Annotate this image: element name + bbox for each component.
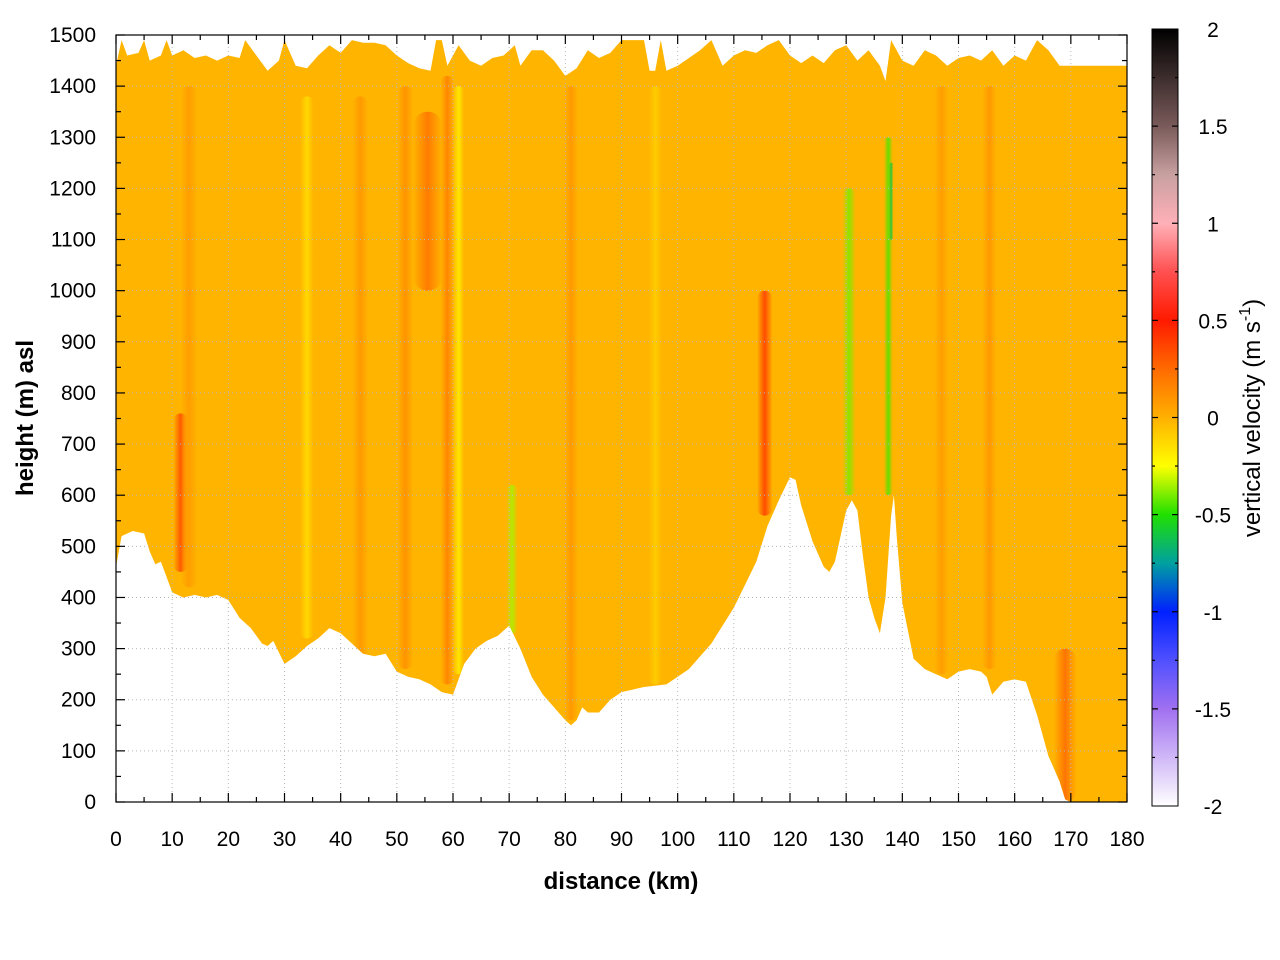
velocity-feature: [756, 290, 773, 516]
x-tick-label: 70: [497, 828, 520, 851]
y-tick-label: 800: [61, 382, 96, 405]
colorbar-title-sup: -1: [1237, 307, 1254, 321]
colorbar-title-main: vertical velocity (m s: [1239, 321, 1266, 537]
colorbar-tick-label: 2: [1207, 19, 1219, 42]
velocity-feature: [934, 86, 949, 675]
velocity-feature: [982, 86, 997, 670]
colorbar-tick-label: 0.5: [1198, 310, 1227, 333]
y-tick-label: 1500: [49, 24, 96, 47]
colorbar-tick-label: -2: [1204, 796, 1223, 819]
velocity-feature: [397, 86, 414, 670]
velocity-feature: [648, 86, 662, 685]
colorbar-tick-label: 1: [1207, 213, 1219, 236]
y-tick-label: 700: [61, 433, 96, 456]
y-axis-ticks: 0 100 200 300 400 500 600 700 800 900 1000 1100 1200…: [49, 24, 1127, 814]
y-tick-label: 400: [61, 586, 96, 609]
x-tick-label: 50: [385, 828, 408, 851]
y-tick-label: 1100: [51, 229, 96, 252]
colorbar-title: vertical velocity (m s-1): [1237, 299, 1266, 537]
plot-area: [116, 40, 1127, 802]
x-tick-label: 10: [160, 828, 183, 851]
y-tick-label: 300: [61, 638, 96, 661]
grid-lines: [116, 35, 1127, 802]
x-tick-label: 140: [885, 828, 920, 851]
velocity-feature: [506, 485, 518, 634]
y-tick-label: 200: [61, 689, 96, 712]
x-tick-label: 0: [110, 828, 122, 851]
velocity-feature: [352, 96, 369, 659]
velocity-feature: [180, 86, 198, 588]
y-tick-label: 600: [61, 484, 96, 507]
x-tick-label: 40: [329, 828, 352, 851]
x-tick-label: 160: [997, 828, 1032, 851]
velocity-features: [173, 75, 1077, 802]
velocity-feature: [413, 111, 443, 291]
velocity-feature: [453, 86, 465, 675]
y-tick-label: 100: [61, 740, 96, 763]
velocity-feature: [440, 75, 455, 685]
velocity-feature: [563, 86, 579, 721]
velocity-feature: [888, 162, 894, 240]
y-tick-label: 1400: [49, 75, 96, 98]
x-axis-title: distance (km): [544, 868, 699, 895]
x-tick-label: 120: [772, 828, 807, 851]
x-tick-label: 150: [941, 828, 976, 851]
x-axis-ticks: 0 10 20 30 40 50 60 70 80 90 100 110 120 130 140 150 160…: [110, 35, 1145, 851]
y-tick-label: 500: [61, 535, 96, 558]
y-tick-label: 1000: [49, 280, 96, 303]
x-tick-label: 90: [610, 828, 633, 851]
colorbar-tick-label: 1.5: [1198, 116, 1227, 139]
x-tick-label: 110: [717, 828, 750, 851]
y-tick-label: 1300: [49, 126, 96, 149]
colorbar-ticks: 2 1.5 1 0.5 0 -0.5 -1 -1.5 -2: [1152, 19, 1231, 819]
x-tick-label: 100: [660, 828, 695, 851]
colorbar-tick-label: -1: [1204, 602, 1223, 625]
x-tick-label: 180: [1109, 828, 1144, 851]
y-tick-label: 1200: [49, 177, 96, 200]
colorbar-tick-label: 0: [1207, 408, 1219, 431]
y-tick-label: 900: [61, 331, 96, 354]
x-tick-label: 60: [441, 828, 464, 851]
velocity-feature: [300, 96, 314, 639]
colorbar-title-end: ): [1239, 299, 1266, 307]
x-tick-label: 30: [273, 828, 296, 851]
x-tick-label: 20: [217, 828, 240, 851]
velocity-feature: [1054, 648, 1077, 802]
y-axis-title: height (m) asl: [12, 340, 39, 496]
colorbar-tick-label: -1.5: [1195, 699, 1231, 722]
x-tick-label: 130: [829, 828, 864, 851]
velocity-field: [116, 40, 1127, 802]
x-tick-label: 80: [554, 828, 577, 851]
colorbar-tick-label: -0.5: [1195, 505, 1231, 528]
x-tick-label: 170: [1053, 828, 1088, 851]
y-tick-label: 0: [84, 791, 96, 814]
